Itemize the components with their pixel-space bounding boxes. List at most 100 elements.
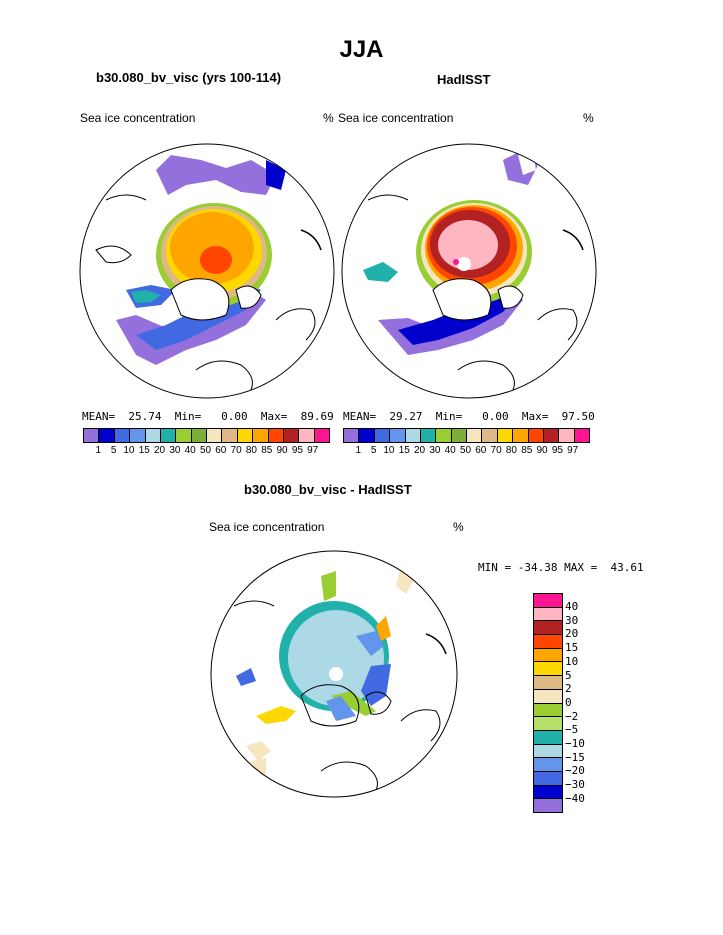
polar-map-obs [341, 143, 597, 399]
colorbar-swatch [222, 429, 238, 442]
colorbar-tick-label: 0 [565, 695, 572, 709]
colorbar-swatch [534, 594, 562, 608]
colorbar-tick-label: 30 [169, 445, 181, 456]
colorbar-swatch [436, 429, 452, 442]
colorbar-swatch [467, 429, 483, 442]
colorbar-swatch [497, 429, 514, 442]
colorbar-tick-label: 40 [184, 445, 196, 456]
panel-obs-title: HadISST [437, 72, 491, 87]
colorbar-swatch [534, 785, 562, 800]
colorbar-tick-label: 80 [245, 445, 257, 456]
colorbar-tick-label: 60 [215, 445, 227, 456]
colorbar-tick-label: −20 [565, 764, 585, 778]
colorbar-swatch [534, 730, 562, 745]
colorbar-swatch [176, 429, 192, 442]
colorbar-swatch [299, 429, 315, 442]
colorbar-swatch [420, 429, 437, 442]
colorbar-swatch [344, 429, 360, 442]
colorbar-tick-label: −40 [565, 791, 585, 805]
colorbar-tick-label: 95 [291, 445, 303, 456]
colorbar-swatch [390, 429, 406, 442]
colorbar-swatch [268, 429, 284, 442]
colorbar-tick-label: −15 [565, 750, 585, 764]
colorbar-tick-label: 20 [565, 627, 579, 641]
panel-model-title: b30.080_bv_visc (yrs 100-114) [96, 70, 282, 85]
colorbar-obs [343, 428, 590, 443]
colorbar-swatch [237, 429, 254, 442]
colorbar-swatch [534, 689, 562, 704]
panel-obs-stats: MEAN= 29.27 Min= 0.00 Max= 97.50 [343, 410, 595, 423]
colorbar-swatch [534, 758, 562, 772]
colorbar-swatch [534, 703, 562, 718]
panel-model-units: % [323, 111, 334, 125]
colorbar-swatch [314, 429, 329, 442]
colorbar-tick-label: 10 [383, 445, 395, 456]
colorbar-tick-label: 15 [138, 445, 150, 456]
colorbar-tick-label: 85 [521, 445, 533, 456]
colorbar-tick-label: 1 [355, 445, 362, 456]
colorbar-swatch [160, 429, 177, 442]
colorbar-tick-label: 20 [154, 445, 166, 456]
colorbar-tick-label: 5 [370, 445, 377, 456]
colorbar-swatch [528, 429, 544, 442]
colorbar-swatch [374, 429, 391, 442]
colorbar-tick-label: 5 [565, 668, 572, 682]
colorbar-swatch [534, 676, 562, 690]
colorbar-tick-label: −30 [565, 778, 585, 792]
colorbar-tick-label: −10 [565, 737, 585, 750]
colorbar-swatch [451, 429, 467, 442]
colorbar-swatch [114, 429, 131, 442]
colorbar-tick-label: 70 [230, 445, 242, 456]
colorbar-tick-label: 10 [123, 445, 135, 456]
colorbar-tick-label: 50 [199, 445, 212, 456]
colorbar-tick-label: 85 [261, 445, 273, 456]
colorbar-tick-label: 70 [490, 445, 502, 456]
colorbar-tick-label: 90 [276, 445, 288, 456]
colorbar-tick-label: 80 [505, 445, 517, 456]
colorbar-swatch [534, 744, 562, 759]
colorbar-tick-label: 90 [536, 445, 548, 456]
colorbar-tick-label: 60 [475, 445, 487, 456]
panel-diff-variable: Sea ice concentration [209, 520, 325, 534]
colorbar-swatch [543, 429, 560, 442]
panel-obs-variable: Sea ice concentration [338, 111, 454, 125]
colorbar-swatch [99, 429, 115, 442]
colorbar-swatch [534, 799, 562, 812]
colorbar-swatch [405, 429, 421, 442]
colorbar-tick-label: 1 [95, 445, 102, 456]
colorbar-tick-label: 40 [444, 445, 456, 456]
colorbar-model-labels: 1 5 10 15 20 30 40 50 60 70 80 85 90 95 97 [83, 445, 328, 459]
colorbar-tick-label: 15 [565, 641, 579, 655]
colorbar-swatch [534, 607, 562, 622]
colorbar-swatch [534, 648, 562, 663]
colorbar-swatch [534, 662, 562, 677]
page-title: JJA [339, 36, 384, 63]
panel-diff-title: b30.080_bv_visc - HadISST [244, 482, 412, 497]
colorbar-swatch [283, 429, 300, 442]
panel-diff-minmax: MIN = -34.38 MAX = 43.61 [478, 561, 644, 574]
colorbar-obs-labels: 1 5 10 15 20 30 40 50 60 70 80 85 90 95 97 [343, 445, 588, 459]
colorbar-swatch [534, 635, 562, 649]
colorbar-tick-label: −5 [565, 723, 579, 737]
colorbar-swatch [130, 429, 146, 442]
colorbar-swatch [574, 429, 589, 442]
colorbar-tick-label: 40 [565, 600, 579, 613]
colorbar-tick-label: 10 [565, 654, 579, 668]
colorbar-swatch [482, 429, 498, 442]
colorbar-difference [533, 593, 563, 813]
panel-model-variable: Sea ice concentration [80, 111, 196, 125]
colorbar-swatch [513, 429, 529, 442]
colorbar-swatch [559, 429, 575, 442]
colorbar-swatch [191, 429, 207, 442]
colorbar-tick-label: −2 [565, 709, 579, 723]
colorbar-tick-label: 50 [459, 445, 472, 456]
colorbar-tick-label: 30 [429, 445, 441, 456]
colorbar-tick-label: 5 [110, 445, 117, 456]
colorbar-tick-label: 97 [307, 445, 319, 456]
colorbar-tick-label: 97 [567, 445, 579, 456]
colorbar-swatch [534, 717, 562, 731]
polar-map-model [79, 143, 335, 399]
polar-map-difference [210, 550, 458, 798]
colorbar-tick-label: 30 [565, 613, 579, 627]
colorbar-swatch [534, 771, 562, 786]
